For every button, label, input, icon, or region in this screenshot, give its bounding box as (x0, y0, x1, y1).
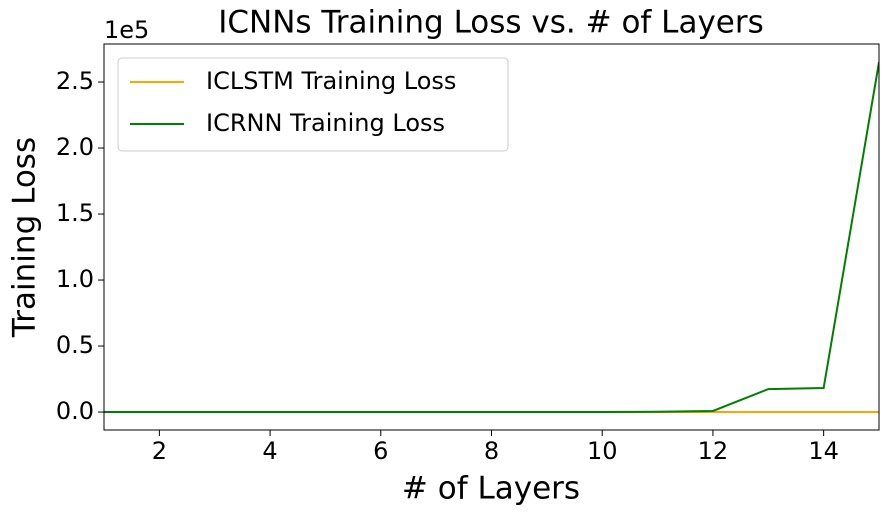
data-line (104, 62, 879, 414)
x-tick-label: 2 (152, 437, 167, 465)
y-tick-label: 0.0 (56, 397, 94, 425)
x-tick-label: 10 (587, 437, 618, 465)
plot-frame (103, 43, 880, 431)
y-tick-label: 1.5 (56, 199, 94, 227)
y-axis-label: Training Loss (7, 137, 43, 338)
x-tick-label: 6 (373, 437, 388, 465)
chart-title: ICNNs Training Loss vs. # of Layers (218, 5, 764, 41)
y-offset-label: 1e5 (104, 16, 149, 44)
y-tick-label: 1.0 (56, 265, 94, 293)
legend-label: ICLSTM Training Loss (206, 67, 456, 95)
x-tick-label: 8 (484, 437, 499, 465)
y-tick-label: 2.5 (56, 67, 94, 95)
x-tick-label: 12 (698, 437, 729, 465)
x-axis-label: # of Layers (402, 471, 580, 507)
y-tick-label: 0.5 (56, 331, 94, 359)
x-tick-label: 4 (262, 437, 277, 465)
legend-label: ICRNN Training Loss (206, 109, 445, 137)
legend-box (117, 57, 509, 152)
x-tick-label: 14 (808, 437, 839, 465)
y-tick-label: 2.0 (56, 133, 94, 161)
